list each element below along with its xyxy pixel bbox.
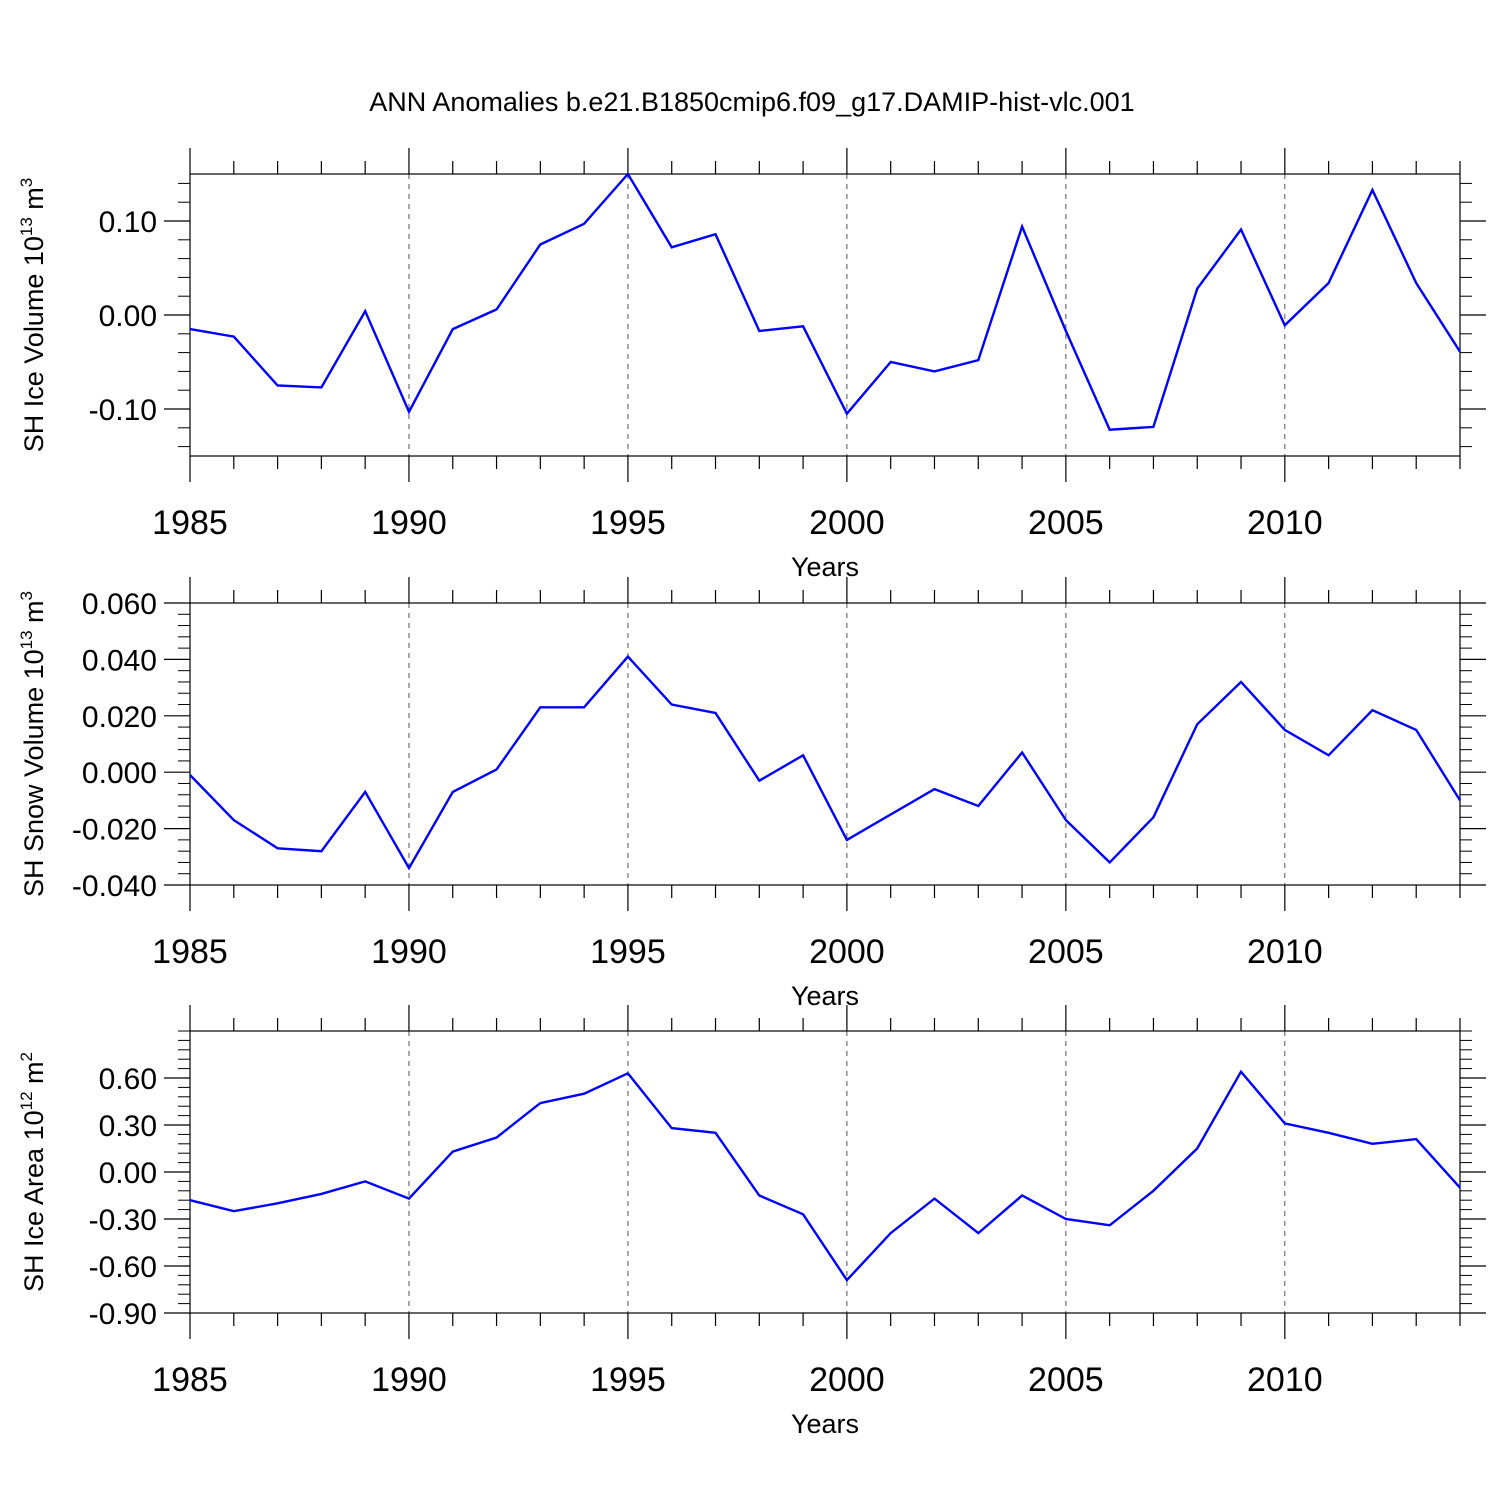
y-tick-label: -0.90 bbox=[89, 1298, 157, 1331]
x-tick-label: 1990 bbox=[371, 933, 447, 971]
x-tick-label: 2005 bbox=[1028, 504, 1104, 542]
y-tick-label: -0.020 bbox=[72, 814, 157, 847]
y-tick-label: 0.60 bbox=[99, 1063, 157, 1096]
x-tick-label: 1985 bbox=[152, 1361, 228, 1399]
y-tick-label: -0.30 bbox=[89, 1204, 157, 1237]
x-tick-label: 2005 bbox=[1028, 933, 1104, 971]
y-tick-label: 0.10 bbox=[99, 206, 157, 239]
y-axis-title: SH Ice Volume 1013 m3 bbox=[17, 178, 49, 453]
series-line-1 bbox=[190, 1072, 1460, 1280]
x-tick-label: 1995 bbox=[590, 504, 666, 542]
x-tick-label: 2000 bbox=[809, 1361, 885, 1399]
x-tick-label: 2010 bbox=[1247, 933, 1323, 971]
x-tick-label: 1990 bbox=[371, 1361, 447, 1399]
x-axis-title: Years bbox=[791, 981, 859, 1011]
x-tick-label: 2010 bbox=[1247, 1361, 1323, 1399]
x-tick-label: 1990 bbox=[371, 504, 447, 542]
x-tick-label: 2000 bbox=[809, 933, 885, 971]
plot-frame bbox=[190, 1031, 1460, 1313]
y-tick-label: -0.60 bbox=[89, 1251, 157, 1284]
x-tick-label: 2005 bbox=[1028, 1361, 1104, 1399]
x-tick-label: 1995 bbox=[590, 1361, 666, 1399]
y-tick-label: -0.10 bbox=[89, 394, 157, 427]
x-axis-title: Years bbox=[791, 552, 859, 582]
y-axis-title: SH Ice Area 1012 m2 bbox=[17, 1052, 49, 1292]
panel-1: 0.10 0.00 -0.10 1985 1990 1995 2000 2005 2010 Yea… bbox=[17, 148, 1486, 582]
y-axis-title: SH Snow Volume 1013 m3 bbox=[17, 591, 49, 897]
y-tick-label: 0.00 bbox=[99, 1157, 157, 1190]
y-tick-label: -0.040 bbox=[72, 870, 157, 903]
series-line-1 bbox=[190, 657, 1460, 869]
y-tick-label: 0.060 bbox=[82, 588, 157, 621]
x-tick-label: 1995 bbox=[590, 933, 666, 971]
y-tick-label: 0.30 bbox=[99, 1110, 157, 1143]
y-tick-label: 0.00 bbox=[99, 300, 157, 333]
panel-2: 0.060 0.040 0.020 0.000 -0.020 -0.040 1985 1990… bbox=[17, 577, 1486, 1011]
plot-frame bbox=[190, 603, 1460, 885]
y-tick-label: 0.040 bbox=[82, 644, 157, 677]
y-tick-label: 0.000 bbox=[82, 757, 157, 790]
x-tick-label: 1985 bbox=[152, 504, 228, 542]
chart-title: ANN Anomalies b.e21.B1850cmip6.f09_g17.D… bbox=[369, 87, 1134, 117]
x-tick-label: 2010 bbox=[1247, 504, 1323, 542]
panel-3: 0.60 0.30 0.00 -0.30 -0.60 -0.90 1985 1990 1995 2… bbox=[17, 1005, 1486, 1439]
y-tick-label: 0.020 bbox=[82, 701, 157, 734]
chart-panels: 0.10 0.00 -0.10 1985 1990 1995 2000 2005 2010 Yea… bbox=[17, 148, 1486, 1439]
series-line-1 bbox=[190, 174, 1460, 430]
x-tick-label: 1985 bbox=[152, 933, 228, 971]
plot-frame bbox=[190, 174, 1460, 456]
x-tick-label: 2000 bbox=[809, 504, 885, 542]
x-axis-title: Years bbox=[791, 1409, 859, 1439]
